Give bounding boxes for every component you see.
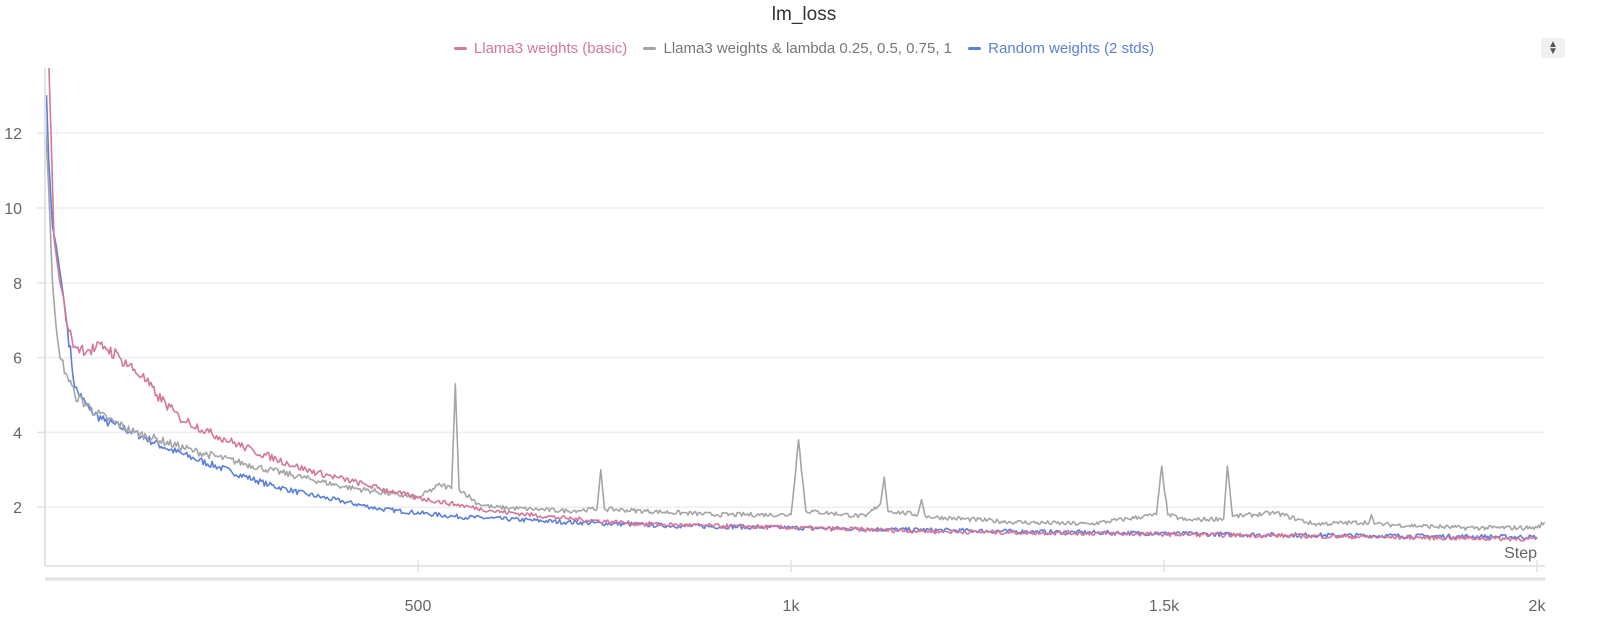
legend-swatch <box>643 47 657 50</box>
up-down-arrows-icon: ▲ ▼ <box>1548 39 1558 57</box>
legend-item-llama3-basic[interactable]: Llama3 weights (basic) <box>453 40 628 57</box>
y-tick-label: 6 <box>13 351 22 368</box>
legend-scroll-button[interactable]: ▲ ▼ <box>1541 38 1565 58</box>
y-tick-label: 12 <box>4 126 22 143</box>
y-tick-label: 2 <box>13 500 22 517</box>
series-line-0[interactable] <box>48 58 1538 542</box>
x-tick-label: 2k <box>1529 598 1547 615</box>
x-axis-label: Step <box>1504 545 1537 562</box>
chart-title: lm_loss <box>771 4 837 25</box>
x-tick-label: 1k <box>783 598 801 615</box>
x-tick-label: 500 <box>405 598 432 615</box>
legend-swatch <box>968 47 982 50</box>
legend-item-llama3-lambda[interactable]: Llama3 weights & lambda 0.25, 0.5, 0.75,… <box>643 40 952 57</box>
legend-label: Random weights (2 stds) <box>988 40 1155 57</box>
series-line-1[interactable] <box>44 114 1546 531</box>
y-tick-label: 10 <box>4 201 22 218</box>
legend: Llama3 weights (basic) Llama3 weights & … <box>0 37 1608 57</box>
y-tick-label: 8 <box>13 276 22 293</box>
series-line-2[interactable] <box>45 95 1538 540</box>
legend-label: Llama3 weights (basic) <box>473 40 628 57</box>
y-tick-label: 4 <box>13 425 22 442</box>
legend-label: Llama3 weights & lambda 0.25, 0.5, 0.75,… <box>663 40 952 57</box>
legend-swatch <box>453 47 467 50</box>
x-tick-label: 1.5k <box>1149 598 1180 615</box>
legend-item-random[interactable]: Random weights (2 stds) <box>968 40 1154 57</box>
